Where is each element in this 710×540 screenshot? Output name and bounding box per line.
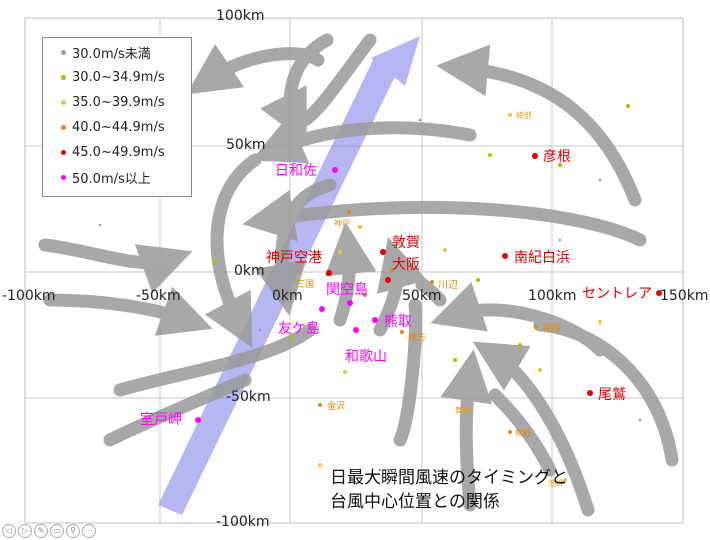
legend-label: 30.0m/s未満	[72, 46, 151, 62]
x-tick-label: 0km	[272, 288, 303, 304]
figure-caption: 日最大瞬間風速のタイミングと 台風中心位置との関係	[330, 466, 568, 514]
station-label-kobe-airport: 神戸空港	[266, 250, 322, 266]
legend-label: 35.0~39.9m/s	[72, 94, 165, 110]
station-label-murotomisaki: 室戸岬	[140, 412, 182, 428]
station-label-hikone: 彦根	[543, 149, 571, 165]
legend-label: 50.0m/s以上	[72, 171, 151, 187]
more-icon[interactable]: ⋯	[82, 524, 96, 538]
y-tick-label: 100km	[216, 8, 265, 24]
menu-icon[interactable]: ▭	[50, 524, 64, 538]
station-label-tsuruga: 敦賀	[392, 235, 420, 251]
station-label-hiwasa: 日和佐	[275, 163, 317, 179]
station-label-kankujima: 関空島	[326, 282, 368, 298]
wind-arrows	[38, 33, 679, 517]
y-tick-label: -50km	[226, 389, 271, 405]
legend-item: 40.0~44.9m/s	[61, 116, 165, 138]
caption-line-2: 台風中心位置との関係	[330, 492, 500, 512]
caption-line-1: 日最大瞬間風速のタイミングと	[330, 468, 568, 488]
station-label-minor: 三国	[296, 280, 315, 290]
zoom-icon[interactable]: ⚲	[66, 524, 80, 538]
station-label-nanki-shirahama: 南紀白浜	[514, 250, 570, 266]
station-label-minor: 舞鶴	[455, 406, 471, 415]
legend-label: 30.0~34.9m/s	[72, 69, 165, 85]
x-tick-label: 100km	[528, 288, 577, 304]
station-label-owase: 尾鷲	[598, 387, 626, 403]
pen-icon[interactable]: ✎	[34, 524, 48, 538]
x-tick-label: -100km	[2, 288, 56, 304]
station-label-minor: 神戸	[334, 219, 350, 228]
minor-points	[98, 104, 642, 482]
slideshow-controls: ◁ ▷ ✎ ▭ ⚲ ⋯	[0, 522, 710, 540]
legend-item: 30.0m/s未満	[61, 41, 151, 63]
x-tick-label: 150km	[660, 288, 709, 304]
station-label-minor: 川辺	[438, 280, 458, 291]
legend-item: 35.0~39.9m/s	[61, 91, 165, 113]
station-label-centrair: セントレア	[582, 286, 652, 302]
station-label-minor: 金沢	[327, 402, 346, 412]
station-label-minor: 熊野	[515, 429, 531, 438]
previous-icon[interactable]: ◁	[2, 524, 16, 538]
station-label-osaka: 大阪	[392, 257, 420, 273]
y-tick-label: 0km	[234, 263, 265, 279]
legend-label: 40.0~44.9m/s	[72, 119, 165, 135]
legend-item: 30.0~34.9m/s	[61, 66, 165, 88]
station-label-tomogashima: 友ケ島	[278, 321, 320, 337]
station-label-minor: 風屋	[543, 324, 562, 334]
y-tick-label: -100km	[216, 514, 270, 530]
station-label-minor: 潮岬	[548, 479, 564, 488]
station-label-minor: 枚方	[408, 333, 427, 343]
station-label-wakayama: 和歌山	[345, 349, 387, 365]
next-icon[interactable]: ▷	[18, 524, 32, 538]
x-tick-label: 50km	[402, 288, 442, 304]
station-label-minor: 綾部	[516, 111, 532, 120]
legend: 30.0m/s未満 30.0~34.9m/s 35.0~39.9m/s 40.0…	[42, 37, 192, 197]
legend-item: 45.0~49.9m/s	[61, 141, 165, 163]
station-label-kumatori: 熊取	[384, 314, 412, 330]
legend-label: 45.0~49.9m/s	[72, 144, 165, 160]
y-tick-label: 50km	[226, 137, 266, 153]
major-points	[195, 153, 662, 423]
x-tick-label: -50km	[136, 288, 181, 304]
legend-item: 50.0m/s以上	[61, 166, 151, 188]
